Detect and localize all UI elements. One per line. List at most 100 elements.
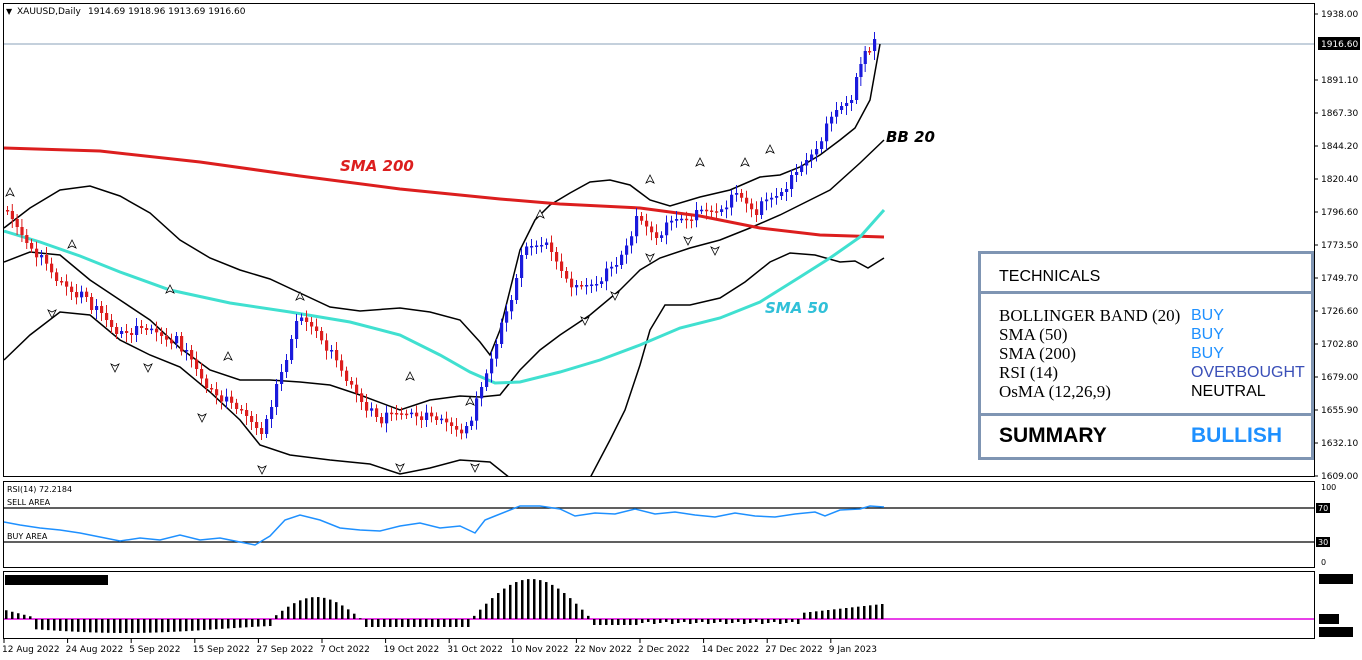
candle-body bbox=[380, 417, 384, 424]
candle-body bbox=[720, 209, 724, 212]
osma-bar bbox=[149, 619, 152, 633]
main-chart-frame bbox=[3, 3, 1315, 477]
candle-body bbox=[855, 77, 859, 100]
candle-body bbox=[350, 381, 354, 385]
osma-bar bbox=[473, 615, 476, 619]
technicals-row-name: BOLLINGER BAND (20) bbox=[999, 306, 1181, 325]
osma-bar bbox=[719, 619, 722, 622]
osma-bar bbox=[497, 593, 500, 619]
candle-body bbox=[65, 281, 69, 287]
candlestick-series bbox=[6, 32, 877, 440]
osma-bar bbox=[425, 619, 428, 627]
osma-bar bbox=[377, 619, 380, 627]
candle-body bbox=[600, 281, 604, 284]
candle-body bbox=[105, 313, 109, 320]
candle-body bbox=[665, 222, 669, 236]
candle-body bbox=[230, 396, 234, 403]
candle-body bbox=[570, 278, 574, 288]
time-tick-label: 27 Dec 2022 bbox=[765, 645, 823, 655]
osma-bar bbox=[167, 619, 170, 633]
candle-body bbox=[580, 285, 584, 287]
candle-body bbox=[45, 255, 49, 264]
fractal-down-arrow bbox=[47, 309, 57, 319]
candle-body bbox=[90, 297, 94, 310]
candle-body bbox=[835, 110, 839, 117]
candle-body bbox=[240, 409, 244, 411]
osma-bar bbox=[293, 603, 296, 619]
osma-bar bbox=[737, 619, 740, 622]
candle-body bbox=[755, 209, 759, 215]
candle-body bbox=[175, 336, 179, 344]
osma-bar bbox=[593, 619, 596, 625]
candle-body bbox=[790, 175, 794, 189]
osma-bar bbox=[317, 597, 320, 619]
osma-bar bbox=[875, 604, 878, 619]
candle-body bbox=[535, 245, 539, 247]
candle-body bbox=[355, 384, 359, 394]
osma-bar bbox=[299, 600, 302, 619]
candle-body bbox=[460, 429, 464, 434]
osma-bar bbox=[695, 619, 698, 623]
osma-bar bbox=[653, 619, 656, 624]
osma-bar bbox=[443, 619, 446, 627]
candle-body bbox=[100, 306, 104, 313]
candle-body bbox=[530, 246, 534, 248]
candle-body bbox=[145, 328, 149, 330]
osma-bar bbox=[797, 619, 800, 624]
sma-50-line bbox=[4, 209, 886, 385]
osma-bar bbox=[173, 619, 176, 632]
summary-label: SUMMARY bbox=[999, 424, 1107, 447]
candle-body bbox=[735, 193, 739, 195]
fractal-down-arrow bbox=[395, 463, 405, 473]
rsi-axis-30: 30 bbox=[1318, 538, 1328, 547]
candle-body bbox=[705, 209, 709, 212]
time-tick-label: 7 Oct 2022 bbox=[320, 645, 370, 655]
osma-bar bbox=[401, 619, 404, 627]
osma-bar bbox=[65, 619, 68, 632]
osma-bar bbox=[629, 619, 632, 625]
fractal-up-arrow bbox=[223, 351, 233, 361]
chart-ohlc: 1914.69 1918.96 1913.69 1916.60 bbox=[88, 7, 246, 17]
candle-body bbox=[405, 413, 409, 416]
osma-bar bbox=[203, 619, 206, 631]
candle-body bbox=[10, 211, 14, 219]
osma-bar bbox=[23, 614, 26, 619]
candle-body bbox=[115, 327, 119, 334]
fractal-down-arrow bbox=[470, 463, 480, 473]
candle-body bbox=[565, 271, 569, 279]
osma-bar bbox=[767, 619, 770, 623]
candle-body bbox=[510, 300, 514, 312]
osma-bar bbox=[851, 607, 854, 619]
time-tick-label: 10 Nov 2022 bbox=[511, 645, 569, 655]
candle-body bbox=[225, 396, 229, 402]
candle-body bbox=[670, 220, 674, 223]
candle-body bbox=[495, 344, 499, 359]
bollinger-lower-band bbox=[4, 311, 509, 476]
fractal-up-arrow bbox=[5, 187, 15, 197]
osma-bar bbox=[83, 619, 86, 633]
rsi-axis-70: 70 bbox=[1318, 504, 1328, 513]
candle-body bbox=[645, 220, 649, 227]
candle-body bbox=[40, 255, 44, 258]
candle-body bbox=[35, 248, 39, 258]
fractal-up-arrow bbox=[695, 157, 705, 167]
candle-body bbox=[95, 306, 99, 310]
price-tick-label: 1938.00 bbox=[1321, 10, 1358, 20]
fractal-up-arrow bbox=[165, 284, 175, 294]
time-tick-label: 24 Aug 2022 bbox=[66, 645, 124, 655]
fractal-down-arrow bbox=[143, 363, 153, 373]
technicals-rows: BOLLINGER BAND (20) BUY SMA (50) BUY SMA… bbox=[981, 294, 1311, 416]
osma-bar bbox=[155, 619, 158, 633]
osma-bar bbox=[623, 619, 626, 625]
osma-bar bbox=[449, 619, 452, 627]
dropdown-arrow-icon[interactable]: ▼ bbox=[6, 7, 13, 16]
candle-body bbox=[345, 370, 349, 381]
candle-body bbox=[360, 393, 364, 402]
osma-bar bbox=[647, 619, 650, 622]
osma-bar bbox=[635, 619, 638, 625]
rsi-axis-0: 0 bbox=[1321, 558, 1326, 567]
osma-bar bbox=[455, 619, 458, 627]
price-tick-label: 1749.70 bbox=[1321, 274, 1358, 284]
osma-bar bbox=[599, 619, 602, 625]
